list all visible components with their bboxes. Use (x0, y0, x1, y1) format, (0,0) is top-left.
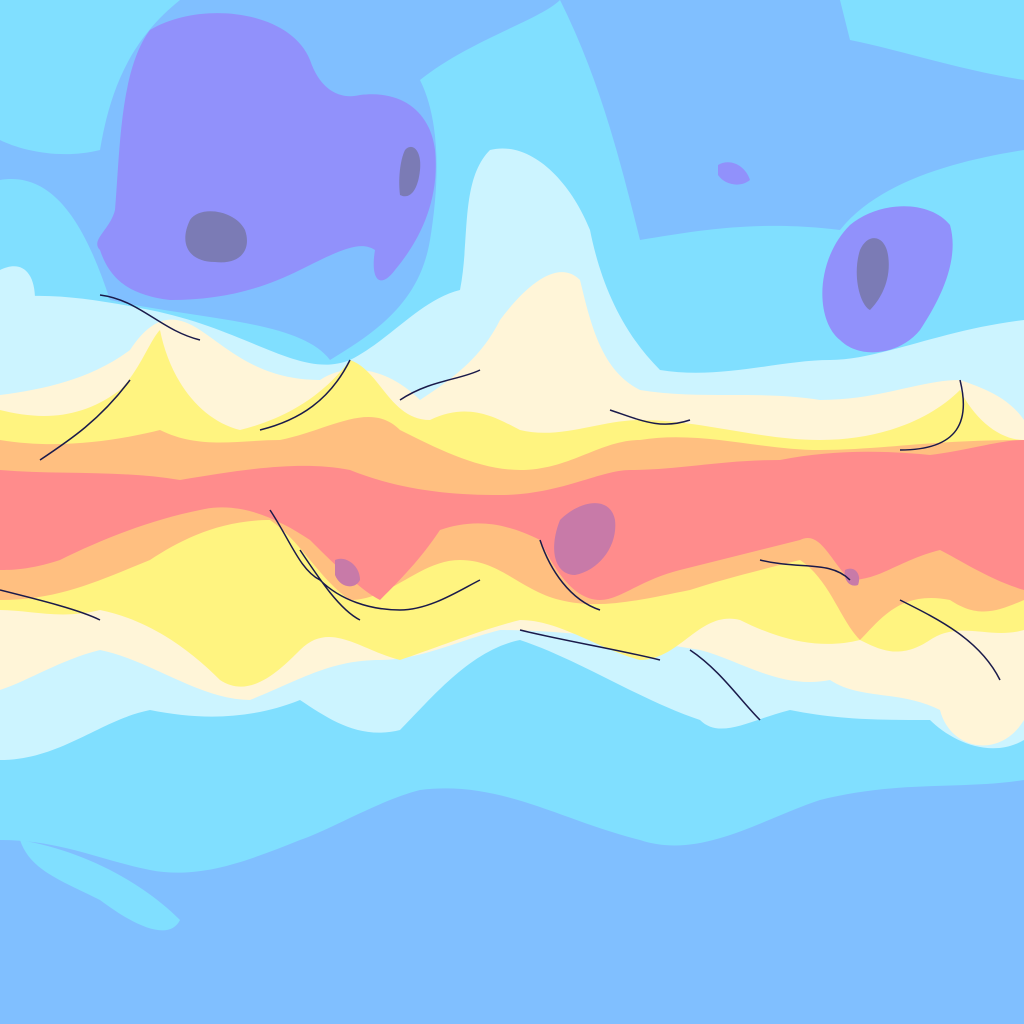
contour-level-10-left (335, 558, 360, 587)
contour-level-4-top-right (840, 0, 1024, 80)
contour-level-10-center (554, 503, 616, 575)
contour-level-4-top-left (0, 0, 180, 155)
contour-line-lower (0, 509, 1001, 721)
contour-level-5-left-edge (0, 266, 35, 340)
contour-line-upper (39, 294, 965, 461)
contour-level-2-small-blob (718, 162, 750, 185)
contour-level-4-patch-bottom (20, 840, 180, 931)
contour-level-1-left-core (185, 211, 247, 263)
contour-level-2-right-blob (822, 206, 953, 353)
contour-level-1-right-core (856, 238, 889, 310)
contour-level-2-left-blob (97, 13, 436, 300)
contour-level-10-right (844, 568, 860, 586)
contour-level-1-left-streak (399, 146, 421, 197)
contour-level-9-band (0, 440, 1024, 600)
